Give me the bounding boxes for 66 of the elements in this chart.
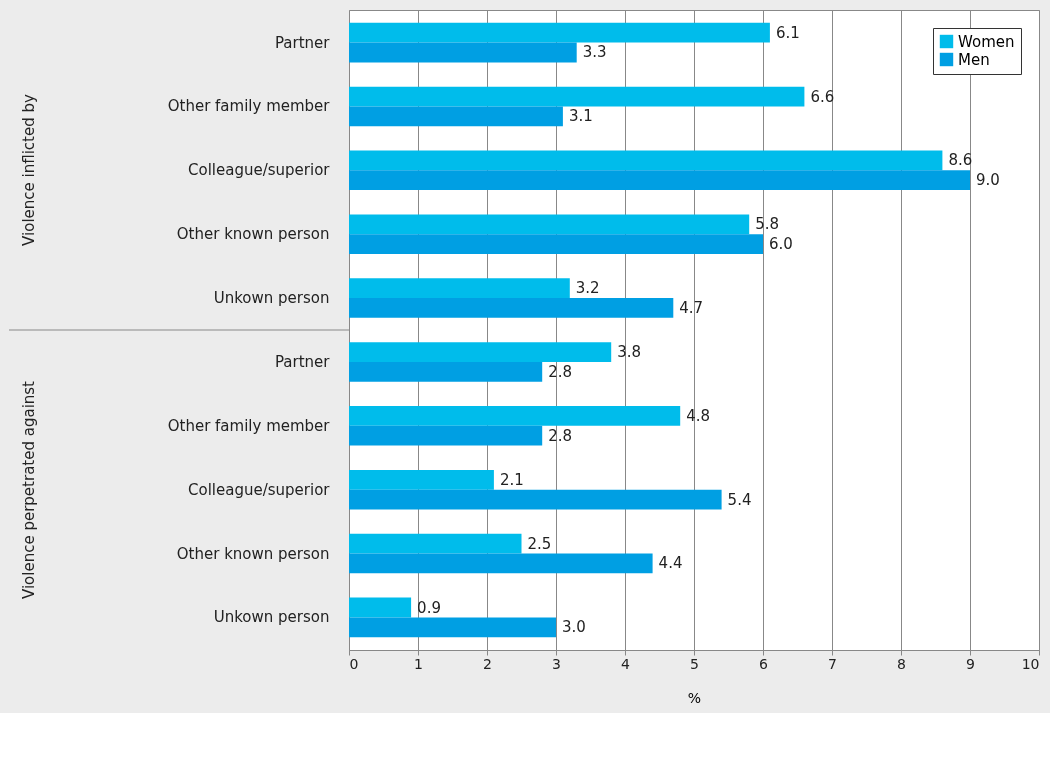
y-tick-label: Colleague/superior — [188, 161, 331, 180]
text: 5.4 — [727, 490, 752, 509]
text: 2.1 — [499, 470, 524, 489]
bar — [349, 150, 943, 171]
bar — [349, 597, 412, 618]
text: 4.4 — [658, 554, 683, 573]
legend-label: Men — [958, 50, 990, 69]
bar — [349, 361, 543, 382]
y-tick-label: Unkown person — [213, 608, 330, 627]
bar — [349, 42, 577, 63]
bar — [349, 489, 722, 510]
x-tick-label: 8 — [897, 655, 906, 672]
bar — [349, 86, 805, 107]
text: 3.0 — [562, 618, 586, 637]
x-tick-label: 1 — [414, 655, 423, 672]
text: 0.9 — [417, 598, 441, 617]
text: 2.8 — [548, 426, 573, 445]
bar — [349, 533, 522, 554]
text: 2.5 — [527, 534, 552, 553]
x-axis-title: % — [687, 689, 702, 706]
text: Violence perpetrated against — [20, 380, 38, 600]
bar — [349, 553, 653, 574]
x-tick-label: 10 — [1021, 655, 1040, 672]
text: 9.0 — [976, 171, 1000, 190]
text: 3.8 — [617, 343, 642, 362]
bar — [349, 342, 612, 362]
y-tick-label: Other family member — [167, 416, 331, 435]
text: 6.0 — [769, 235, 793, 254]
x-tick-label: 0 — [349, 655, 359, 672]
x-tick-label: 5 — [690, 655, 699, 672]
bar — [349, 298, 674, 318]
bar — [349, 469, 494, 490]
bar — [349, 170, 970, 191]
x-tick-label: 2 — [483, 655, 492, 672]
y-tick-label: Other family member — [167, 97, 331, 116]
bar — [349, 617, 556, 638]
x-tick-label: 6 — [759, 655, 769, 672]
text: 6.6 — [810, 87, 835, 106]
text: 5.8 — [755, 215, 780, 234]
text: 6.1 — [775, 23, 800, 42]
text: 2.8 — [548, 362, 573, 381]
y-tick-label: Other known person — [176, 544, 330, 563]
y-tick-label: Colleague/superior — [188, 480, 331, 499]
text: 3.1 — [568, 107, 593, 126]
bar — [349, 22, 770, 43]
y-tick-label: Partner — [274, 33, 331, 52]
x-tick-label: 4 — [621, 655, 631, 672]
x-tick-label: 3 — [552, 655, 561, 672]
text: Violence inflicted by — [20, 94, 38, 246]
bar — [349, 106, 563, 127]
text: 8.6 — [948, 151, 973, 170]
legend-label: Women — [958, 32, 1015, 51]
bar — [349, 234, 763, 254]
text: 3.2 — [575, 279, 600, 298]
text: 4.8 — [686, 406, 711, 425]
y-tick-label: Unkown person — [213, 289, 330, 308]
bar — [349, 425, 543, 446]
y-tick-label: Other known person — [176, 225, 330, 244]
bar — [349, 214, 750, 235]
text: 4.7 — [679, 298, 704, 317]
y-tick-label: Partner — [274, 352, 331, 371]
x-tick-label: 9 — [966, 655, 975, 672]
x-tick-label: 7 — [828, 655, 837, 672]
bar — [349, 406, 681, 426]
bar — [349, 278, 570, 299]
text: 3.3 — [582, 43, 607, 62]
